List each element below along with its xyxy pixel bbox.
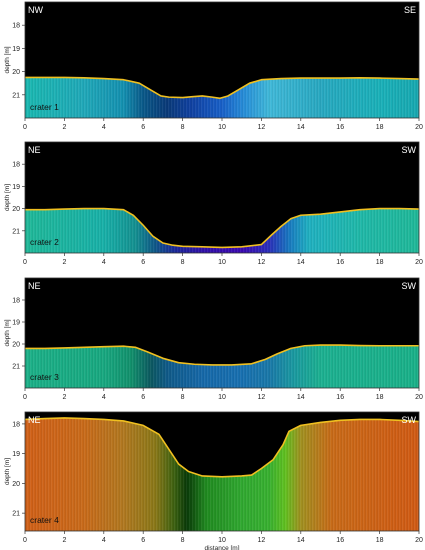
x-tick-label: 14 [297,124,305,131]
direction-label-right: SW [402,415,417,425]
direction-label-right: SW [402,281,417,291]
x-tick-label: 10 [218,259,226,266]
x-tick-label: 8 [181,259,185,266]
direction-label-left: NE [28,145,41,155]
x-tick-label: 6 [141,394,145,401]
x-tick-label: 18 [376,394,384,401]
x-tick-label: 8 [181,124,185,131]
y-tick-label: 19 [12,451,20,458]
crater-label: crater 2 [30,237,59,247]
direction-label-left: NE [28,415,41,425]
y-tick-label: 21 [12,511,20,518]
y-tick-label: 18 [12,23,20,30]
x-tick-label: 6 [141,124,145,131]
x-tick-label: 10 [218,394,226,401]
crater-panel-2: 0 2 4 6 8 10 12 14 16 18 20 18 19 20 21 depth [m] NE SW cr… [4,141,423,266]
crater-label: crater 3 [30,372,59,382]
x-tick-label: 8 [181,537,185,544]
y-tick-label: 19 [12,46,20,53]
surface-line [25,207,420,249]
y-tick-label: 19 [12,184,20,191]
x-tick-label: 14 [297,537,305,544]
x-tick-label: 12 [258,259,266,266]
crater-panel-3: 0 2 4 6 8 10 12 14 16 18 20 18 19 20 21 depth [m] NE SW cr… [4,277,423,401]
y-axis-title: depth [m] [4,46,11,73]
y-tick-label: 21 [12,92,20,99]
y-tick-label: 18 [12,298,20,305]
x-tick-label: 0 [23,124,27,131]
x-tick-label: 18 [376,124,384,131]
x-tick-label: 20 [415,259,423,266]
x-tick-label: 16 [336,259,344,266]
surface-line [25,344,419,366]
x-tick-label: 4 [102,394,106,401]
crater-label: crater 1 [30,102,59,112]
x-tick-label: 14 [297,259,305,266]
x-tick-label: 0 [23,394,27,401]
y-tick-label: 19 [12,320,20,327]
y-axis-title: depth [m] [4,184,11,211]
direction-label-right: SW [402,145,417,155]
surface-line [24,417,420,478]
x-tick-label: 0 [23,537,27,544]
x-tick-label: 2 [62,124,66,131]
x-tick-label: 2 [62,537,66,544]
x-tick-label: 10 [218,537,226,544]
crater-panel-1: 0 2 4 6 8 10 12 14 16 18 20 18 19 20 21 depth [m] NW SE cr… [4,1,423,131]
surface-line [25,76,420,100]
x-tick-label: 6 [141,259,145,266]
y-tick-label: 20 [12,69,20,76]
x-tick-label: 20 [415,537,423,544]
x-tick-label: 16 [336,124,344,131]
direction-label-left: NW [28,5,43,15]
x-tick-label: 2 [62,259,66,266]
x-tick-label: 16 [336,537,344,544]
x-tick-label: 4 [102,124,106,131]
x-tick-label: 4 [102,537,106,544]
x-tick-label: 4 [102,259,106,266]
y-tick-label: 18 [12,162,20,169]
y-axis-title: depth [m] [4,319,11,346]
y-tick-label: 20 [12,342,20,349]
x-axis-title: distance [m] [204,545,239,550]
x-tick-label: 18 [376,537,384,544]
x-tick-label: 12 [258,394,266,401]
direction-label-left: NE [28,281,41,291]
crater-label: crater 4 [30,515,59,525]
x-tick-label: 18 [376,259,384,266]
x-tick-label: 0 [23,259,27,266]
y-axis-title: depth [m] [4,458,11,485]
x-tick-label: 10 [218,124,226,131]
x-tick-label: 12 [258,537,266,544]
direction-label-right: SE [404,5,416,15]
x-tick-label: 6 [141,537,145,544]
y-tick-label: 18 [12,421,20,428]
crater-panel-4: 0 2 4 6 8 10 12 14 16 18 20 18 19 20 21 depth [m] NE SW cr… [4,411,423,550]
y-tick-label: 21 [12,228,20,235]
x-tick-label: 20 [415,394,423,401]
x-tick-label: 16 [336,394,344,401]
x-tick-label: 8 [181,394,185,401]
y-tick-label: 20 [12,481,20,488]
x-tick-label: 12 [258,124,266,131]
x-tick-label: 14 [297,394,305,401]
y-tick-label: 20 [12,206,20,213]
x-tick-label: 2 [62,394,66,401]
y-tick-label: 21 [12,364,20,371]
x-tick-label: 20 [415,124,423,131]
